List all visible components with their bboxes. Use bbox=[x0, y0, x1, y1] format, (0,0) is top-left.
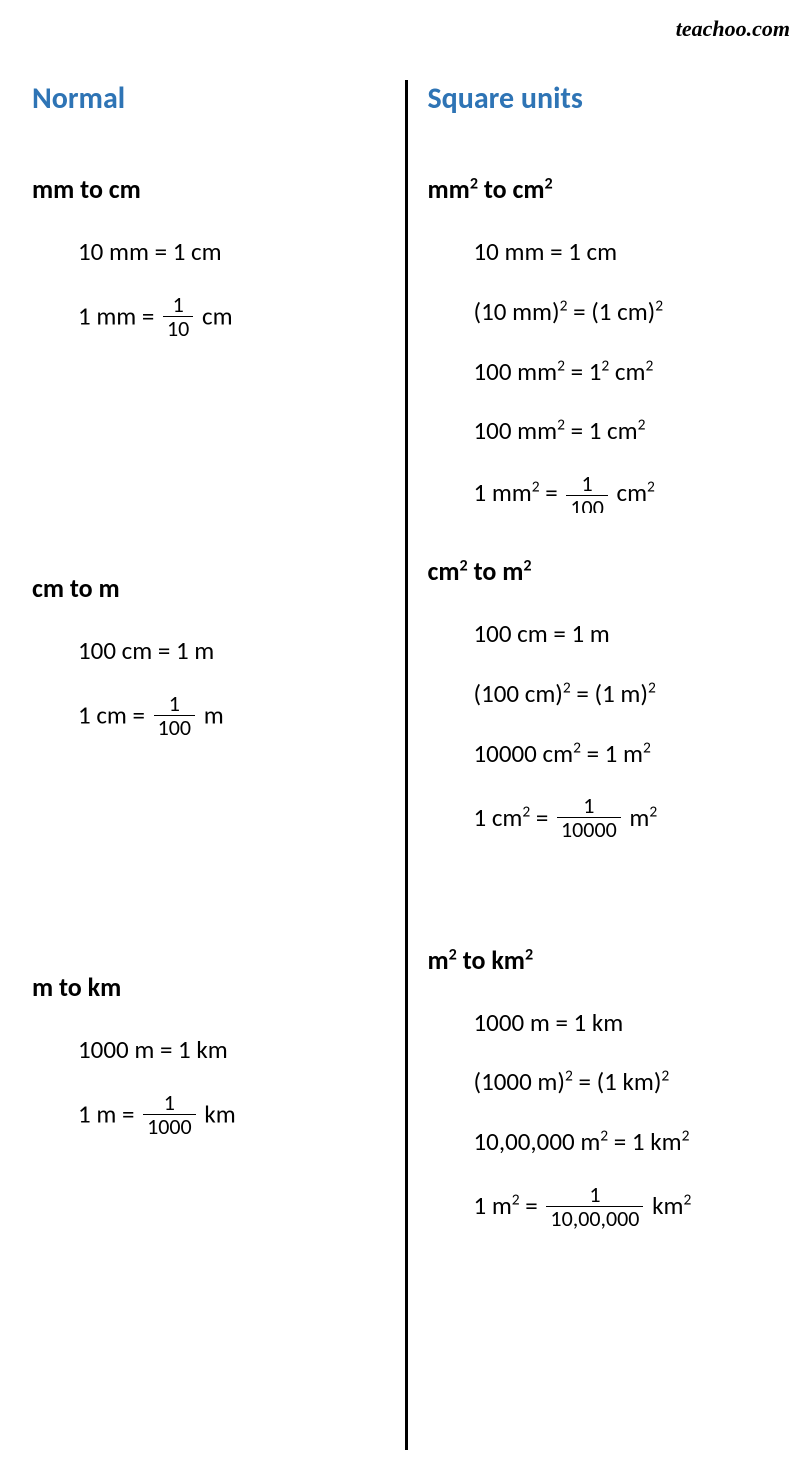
frac-lhs: 1 cm = bbox=[78, 699, 145, 730]
group-m-to-km: m to km 1000 m = 1 km 1 m = 1 1000 km bbox=[32, 971, 385, 1140]
group-cm-to-m: cm to m 100 cm = 1 m 1 cm = 1 100 m bbox=[32, 572, 385, 741]
group-mm2-to-cm2: mm2 to cm2 10 mm = 1 cm (10 mm)2 = (1 cm… bbox=[428, 173, 781, 515]
subhead: cm2 to m2 bbox=[428, 555, 781, 587]
equation: 10 mm = 1 cm bbox=[474, 235, 781, 269]
equation: (1000 m)2 = (1 km)2 bbox=[474, 1065, 781, 1099]
equation: 10 mm = 1 cm bbox=[78, 235, 385, 269]
frac-num: 1 bbox=[154, 692, 195, 715]
frac-num: 1 bbox=[143, 1091, 196, 1114]
frac-num: 1 bbox=[546, 1183, 643, 1206]
equation-list: 1000 m = 1 km 1 m = 1 1000 km bbox=[32, 1033, 385, 1140]
group-cm2-to-m2: cm2 to m2 100 cm = 1 m (100 cm)2 = (1 m)… bbox=[428, 555, 781, 843]
frac-unit: m bbox=[204, 699, 224, 730]
frac-den: 100 bbox=[566, 495, 607, 513]
right-column: Square units mm2 to cm2 10 mm = 1 cm (10… bbox=[414, 80, 795, 1472]
left-title: Normal bbox=[32, 80, 385, 117]
fraction: 1 10 bbox=[163, 293, 193, 340]
equation-list: 10 mm = 1 cm (10 mm)2 = (1 cm)2 100 mm2 … bbox=[428, 235, 781, 515]
equation-fraction: 1 mm2 = 1 100 cm2 bbox=[474, 474, 781, 515]
frac-num: 1 bbox=[566, 472, 607, 495]
frac-unit: km2 bbox=[652, 1190, 691, 1221]
group-m2-to-km2: m2 to km2 1000 m = 1 km (1000 m)2 = (1 k… bbox=[428, 944, 781, 1232]
frac-den: 1000 bbox=[143, 1114, 196, 1138]
frac-lhs: 1 m2 = bbox=[474, 1190, 538, 1221]
vertical-divider bbox=[405, 80, 408, 1450]
frac-den: 100 bbox=[154, 715, 195, 739]
equation: 100 cm = 1 m bbox=[474, 617, 781, 651]
equation-fraction: 1 m2 = 1 10,00,000 km2 bbox=[474, 1185, 781, 1232]
equation-list: 100 cm = 1 m (100 cm)2 = (1 m)2 10000 cm… bbox=[428, 617, 781, 843]
frac-den: 10000 bbox=[557, 817, 621, 841]
frac-num: 1 bbox=[163, 293, 193, 316]
equation: (100 cm)2 = (1 m)2 bbox=[474, 677, 781, 711]
fraction: 1 10,00,000 bbox=[546, 1183, 643, 1230]
equation: 10,00,000 m2 = 1 km2 bbox=[474, 1125, 781, 1159]
equation: 100 mm2 = 12 cm2 bbox=[474, 355, 781, 389]
equation-list: 100 cm = 1 m 1 cm = 1 100 m bbox=[32, 634, 385, 741]
frac-num: 1 bbox=[557, 794, 621, 817]
group-mm-to-cm: mm to cm 10 mm = 1 cm 1 mm = 1 10 cm bbox=[32, 173, 385, 342]
equation-fraction: 1 cm2 = 1 10000 m2 bbox=[474, 796, 781, 843]
right-title: Square units bbox=[428, 80, 781, 117]
frac-den: 10 bbox=[163, 316, 193, 340]
equation-list: 10 mm = 1 cm 1 mm = 1 10 cm bbox=[32, 235, 385, 342]
frac-unit: cm bbox=[202, 300, 233, 331]
watermark-text: teachoo.com bbox=[676, 16, 790, 42]
frac-lhs: 1 mm2 = bbox=[474, 477, 558, 508]
equation: 10000 cm2 = 1 m2 bbox=[474, 737, 781, 771]
equation-fraction: 1 m = 1 1000 km bbox=[78, 1093, 385, 1140]
equation-fraction: 1 mm = 1 10 cm bbox=[78, 295, 385, 342]
equation-list: 1000 m = 1 km (1000 m)2 = (1 km)2 10,00,… bbox=[428, 1006, 781, 1232]
equation-fraction: 1 cm = 1 100 m bbox=[78, 694, 385, 741]
frac-unit: m2 bbox=[629, 802, 657, 833]
page-container: Normal mm to cm 10 mm = 1 cm 1 mm = 1 10… bbox=[0, 0, 812, 1472]
frac-unit: cm2 bbox=[617, 477, 655, 508]
subhead: m to km bbox=[32, 971, 385, 1003]
frac-unit: km bbox=[204, 1098, 235, 1129]
frac-den: 10,00,000 bbox=[546, 1206, 643, 1230]
equation: 1000 m = 1 km bbox=[474, 1006, 781, 1040]
subhead: mm2 to cm2 bbox=[428, 173, 781, 205]
fraction: 1 10000 bbox=[557, 794, 621, 841]
equation: 1000 m = 1 km bbox=[78, 1033, 385, 1067]
subhead: mm to cm bbox=[32, 173, 385, 205]
left-column: Normal mm to cm 10 mm = 1 cm 1 mm = 1 10… bbox=[18, 80, 399, 1472]
subhead: m2 to km2 bbox=[428, 944, 781, 976]
fraction: 1 100 bbox=[566, 472, 607, 513]
fraction: 1 1000 bbox=[143, 1091, 196, 1138]
equation: 100 mm2 = 1 cm2 bbox=[474, 414, 781, 448]
frac-lhs: 1 mm = bbox=[78, 300, 154, 331]
equation: (10 mm)2 = (1 cm)2 bbox=[474, 295, 781, 329]
frac-lhs: 1 cm2 = bbox=[474, 802, 549, 833]
subhead: cm to m bbox=[32, 572, 385, 604]
frac-lhs: 1 m = bbox=[78, 1098, 134, 1129]
equation: 100 cm = 1 m bbox=[78, 634, 385, 668]
fraction: 1 100 bbox=[154, 692, 195, 739]
